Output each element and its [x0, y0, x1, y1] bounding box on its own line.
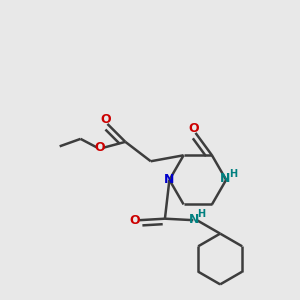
Text: O: O: [94, 141, 105, 154]
Text: O: O: [130, 214, 140, 227]
Text: O: O: [189, 122, 200, 135]
Text: H: H: [229, 169, 237, 179]
Text: N: N: [164, 173, 175, 186]
Text: H: H: [197, 209, 205, 219]
Text: N: N: [189, 213, 200, 226]
Text: N: N: [220, 172, 230, 185]
Text: O: O: [100, 113, 111, 126]
